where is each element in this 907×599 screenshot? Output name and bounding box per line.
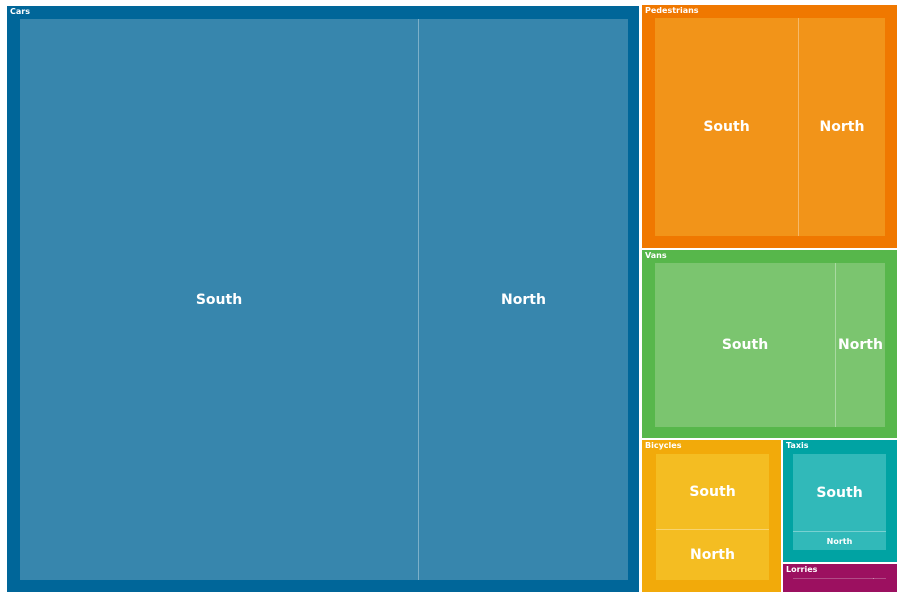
group-pedestrians[interactable]: Pedestrians South North [641,4,898,249]
leaf-label: South [689,483,736,500]
leaf-label: North [826,536,853,546]
group-label: Cars [10,7,30,16]
leaf-taxis-south[interactable]: South [793,454,886,531]
group-bicycles[interactable]: Bicycles South North [641,439,782,593]
leaf-vans-north[interactable]: North [835,263,885,427]
group-label: Vans [645,251,667,260]
leaf-bicycles-north[interactable]: North [656,529,769,580]
leaf-label: North [690,547,735,563]
leaf-taxis-north[interactable]: North [793,531,886,550]
leaf-lorries-north[interactable] [873,578,886,579]
group-label: Taxis [786,441,809,450]
group-label: Pedestrians [645,6,699,15]
leaf-label: South [816,484,863,501]
leaf-lorries-south[interactable] [793,578,873,579]
leaf-label: South [195,291,243,308]
leaf-label: South [721,337,769,353]
group-lorries[interactable]: Lorries [782,563,898,593]
group-label: Bicycles [645,441,682,450]
leaf-label: North [819,119,865,135]
leaf-cars-north[interactable]: North [418,19,628,580]
group-cars[interactable]: Cars South North [6,5,640,593]
group-taxis[interactable]: Taxis South North [782,439,898,563]
leaf-label: North [501,291,546,308]
leaf-pedestrians-north[interactable]: North [798,18,885,236]
leaf-bicycles-south[interactable]: South [656,454,769,529]
leaf-vans-south[interactable]: South [655,263,835,427]
group-vans[interactable]: Vans South North [641,249,898,439]
group-label: Lorries [786,565,818,574]
leaf-pedestrians-south[interactable]: South [655,18,798,236]
leaf-label: South [703,119,750,135]
leaf-label: North [838,337,883,353]
leaf-cars-south[interactable]: South [20,19,418,580]
